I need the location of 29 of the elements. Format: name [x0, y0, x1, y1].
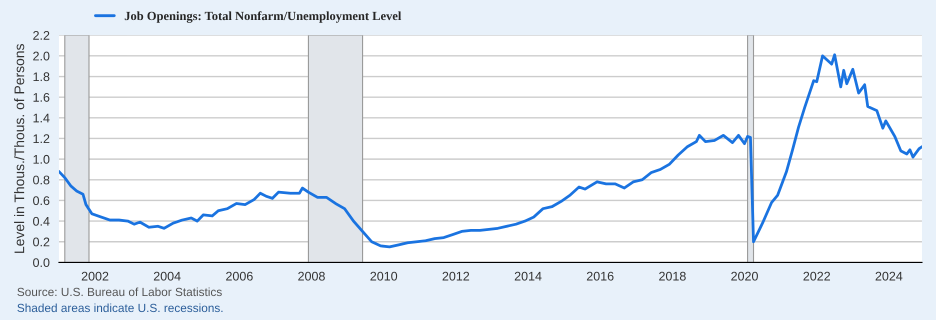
- y-tick-label: 0.0: [33, 258, 50, 268]
- y-tick-label: 2.2: [33, 31, 50, 40]
- y-tick-label: 0.2: [33, 238, 50, 246]
- x-tick-label: 2016: [586, 272, 614, 281]
- y-tick-label: 1.2: [34, 134, 50, 143]
- x-tick-label: 2006: [226, 272, 253, 281]
- source-note: Source: U.S. Bureau of Labor Statistics: [17, 287, 222, 296]
- x-tick-label: 2020: [731, 272, 758, 281]
- y-tick-label: 0.6: [33, 196, 50, 206]
- y-tick-label: 0.4: [33, 216, 50, 226]
- x-tick-label: 2010: [370, 272, 398, 281]
- text: Shaded areas indicate U.S. recessions.: [17, 303, 222, 312]
- legend-label: Job Openings: Total Nonfarm/Unemployment Level: [124, 11, 402, 23]
- x-tick-label: 2024: [876, 272, 902, 281]
- y-tick-label: 2.0: [33, 52, 50, 61]
- line-series: [58, 53, 922, 248]
- y-tick-label: 1.0: [34, 154, 50, 164]
- y-axis-title: Level in Thous./Thous. of Persons: [14, 44, 24, 253]
- y-tick-label: 1.8: [34, 72, 50, 82]
- x-tick-label: 2014: [514, 272, 542, 281]
- x-tick-label: 2004: [154, 272, 181, 281]
- x-tick-label: 2018: [659, 272, 686, 281]
- x-tick-label: 2002: [82, 272, 108, 281]
- y-tick-label: 1.4: [34, 114, 50, 122]
- x-tick-label: 2012: [442, 272, 470, 281]
- y-tick-label: 1.6: [34, 92, 50, 102]
- y-tick-label: 0.8: [33, 176, 50, 184]
- x-tick-label: 2008: [298, 272, 325, 281]
- x-tick-label: 2022: [803, 272, 830, 281]
